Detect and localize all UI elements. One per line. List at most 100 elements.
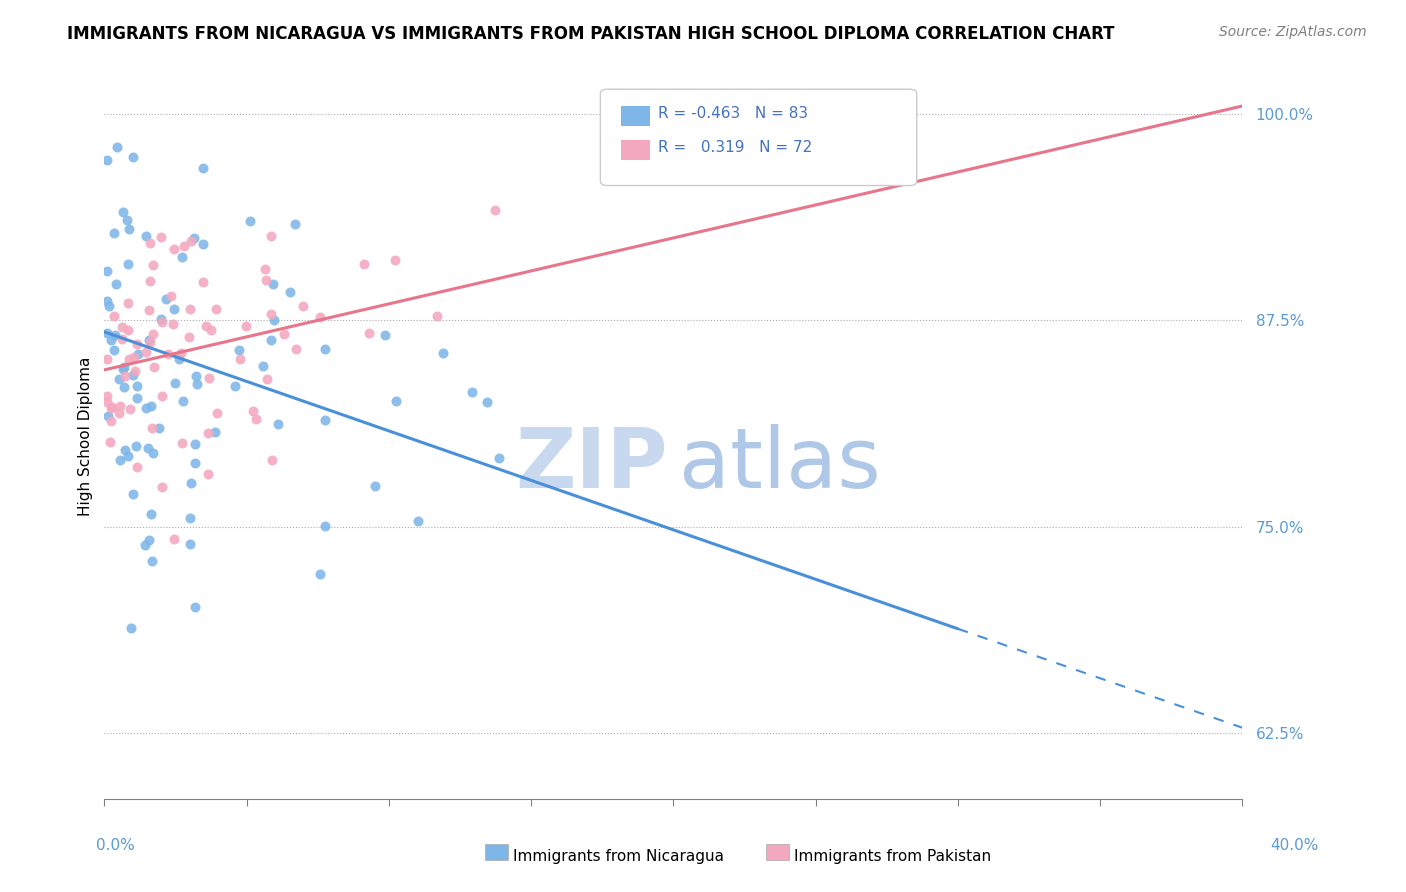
Point (170, 435, 193, 450)
Point (138, 235, 160, 250)
Point (100, 401, 122, 416)
Point (96, 351, 118, 366)
Point (179, 301, 201, 316)
Point (186, 376, 208, 391)
Point (239, 214, 262, 228)
Point (262, 277, 284, 292)
Point (112, 380, 135, 394)
Point (165, 376, 187, 390)
Point (484, 203, 506, 218)
Point (179, 511, 201, 525)
Point (120, 401, 142, 416)
Point (96, 263, 118, 277)
Point (138, 533, 160, 548)
Point (97, 409, 120, 423)
Point (141, 554, 163, 568)
Point (100, 401, 122, 415)
Point (184, 436, 207, 450)
Point (127, 337, 149, 351)
Point (127, 459, 149, 474)
Point (260, 229, 283, 244)
Point (488, 451, 510, 466)
Point (97, 299, 120, 313)
Point (179, 537, 201, 551)
Point (170, 346, 193, 360)
Point (155, 292, 177, 306)
Point (111, 320, 134, 334)
Point (112, 362, 135, 376)
Point (406, 514, 429, 528)
Point (183, 231, 205, 245)
Point (122, 350, 145, 364)
Point (124, 364, 146, 378)
Point (242, 403, 264, 417)
Point (142, 326, 165, 341)
Point (125, 391, 148, 405)
Point (138, 302, 160, 317)
Point (103, 343, 125, 358)
Point (111, 332, 134, 346)
Point (139, 274, 162, 288)
Point (96, 326, 118, 340)
Point (103, 309, 125, 323)
Text: Source: ZipAtlas.com: Source: ZipAtlas.com (1219, 25, 1367, 39)
Point (374, 328, 396, 343)
Point (125, 439, 148, 453)
Point (127, 347, 149, 361)
Point (204, 425, 226, 439)
Point (156, 347, 179, 361)
Point (104, 327, 127, 342)
Point (162, 317, 184, 331)
Point (112, 204, 135, 219)
Point (259, 333, 281, 347)
Point (267, 417, 290, 432)
Point (142, 446, 165, 460)
Point (252, 359, 274, 373)
Text: Immigrants from Nicaragua: Immigrants from Nicaragua (513, 849, 724, 864)
Point (284, 343, 307, 357)
Point (117, 323, 139, 337)
Point (117, 295, 139, 310)
Point (105, 140, 128, 154)
Point (205, 301, 228, 316)
Point (353, 257, 375, 271)
Text: 0.0%: 0.0% (96, 838, 135, 854)
Point (150, 389, 173, 403)
Point (115, 213, 138, 227)
Point (235, 319, 257, 334)
Point (177, 330, 200, 344)
Point (108, 372, 131, 386)
Point (100, 414, 122, 428)
Point (114, 443, 136, 458)
Point (254, 273, 277, 287)
Point (314, 342, 336, 356)
Point (461, 384, 484, 399)
Point (384, 393, 406, 408)
Point (108, 406, 131, 420)
Point (273, 326, 295, 341)
Point (194, 318, 217, 333)
Point (100, 333, 122, 347)
Text: R = -0.463   N = 83: R = -0.463 N = 83 (658, 106, 808, 121)
Point (117, 449, 139, 463)
Point (96, 294, 118, 309)
Point (104, 277, 127, 291)
Point (125, 379, 148, 393)
Point (134, 538, 156, 552)
Point (103, 226, 125, 240)
Point (163, 242, 186, 256)
Point (150, 480, 173, 494)
Point (426, 309, 449, 323)
Point (136, 441, 159, 455)
Point (193, 161, 215, 175)
Point (260, 307, 283, 321)
Point (118, 351, 141, 366)
Point (150, 230, 173, 244)
Point (224, 379, 246, 393)
Point (98, 435, 121, 450)
Point (167, 352, 190, 367)
Point (135, 229, 157, 244)
Point (197, 467, 219, 481)
Text: Immigrants from Pakistan: Immigrants from Pakistan (794, 849, 991, 864)
Point (96, 389, 118, 403)
